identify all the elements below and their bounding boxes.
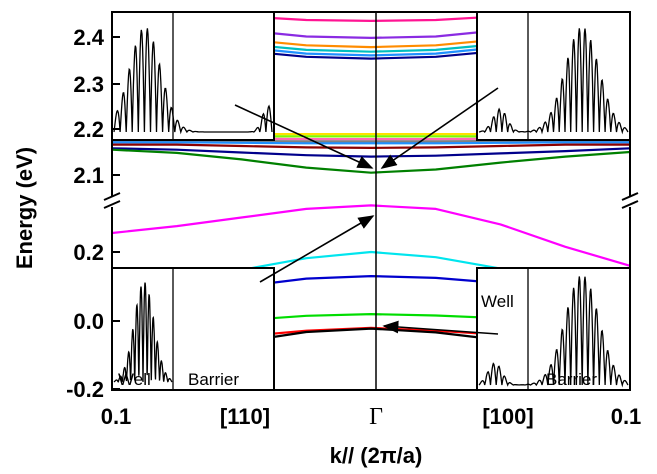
inset-wavefunction xyxy=(478,276,629,388)
x-axis-title: k// (2π/a) xyxy=(330,443,423,468)
y-tick-label: 2.2 xyxy=(73,117,104,142)
inset-wavefunction xyxy=(113,282,173,383)
lower-panel-curves xyxy=(111,204,631,343)
inset-wavefunction xyxy=(478,28,629,135)
y-tick-label: 0.2 xyxy=(73,240,104,265)
y-tick-label: -0.2 xyxy=(66,377,104,402)
arrow xyxy=(380,87,499,169)
x-tick-label: [110] xyxy=(220,404,270,429)
upper-band-line xyxy=(111,147,631,158)
inset-upper-right xyxy=(476,11,631,141)
inset-lower-right: Well Barrier xyxy=(476,267,631,391)
x-tick-label: 0.1 xyxy=(101,404,132,429)
y-tick-marks xyxy=(112,36,120,390)
lower-band-line xyxy=(111,204,631,267)
upper-band-line xyxy=(241,42,501,53)
axis-break-left xyxy=(103,192,121,209)
x-tick-label: Γ xyxy=(369,404,383,430)
upper-band-line xyxy=(241,29,501,39)
lower-band-line xyxy=(241,327,501,343)
lower-band-line xyxy=(241,275,501,288)
upper-band-line xyxy=(241,46,501,57)
lower-band-line xyxy=(241,250,501,271)
y-tick-label: 2.4 xyxy=(73,25,104,50)
upper-band-line xyxy=(112,143,630,149)
inset-barrier-label: Barrier xyxy=(188,370,239,389)
x-tick-label: 0.1 xyxy=(611,404,642,429)
inset-barrier-label: Barrier xyxy=(546,370,597,389)
inset-well-label: Well xyxy=(481,292,514,311)
axis-break-right xyxy=(621,192,639,209)
upper-band-line xyxy=(241,49,501,60)
y-axis-title: Energy (eV) xyxy=(12,147,37,269)
arrow xyxy=(234,104,374,169)
upper-band-line xyxy=(112,141,630,145)
inset-wavefunction xyxy=(113,28,273,135)
upper-band-line xyxy=(111,148,631,174)
arrow xyxy=(259,215,375,283)
x-tick-label: [100] xyxy=(482,404,533,429)
inset-well-label: Well xyxy=(118,370,151,389)
arrow xyxy=(382,320,499,335)
upper-band-line xyxy=(241,38,501,49)
inset-lower-left: Well Barrier xyxy=(111,267,275,391)
upper-band-line xyxy=(241,15,501,22)
y-tick-label: 2.1 xyxy=(73,163,104,188)
inset-upper-left xyxy=(111,11,275,141)
lower-band-line xyxy=(241,313,501,322)
y-tick-label: 0.0 xyxy=(73,309,104,334)
y-tick-label: 2.3 xyxy=(73,72,104,97)
